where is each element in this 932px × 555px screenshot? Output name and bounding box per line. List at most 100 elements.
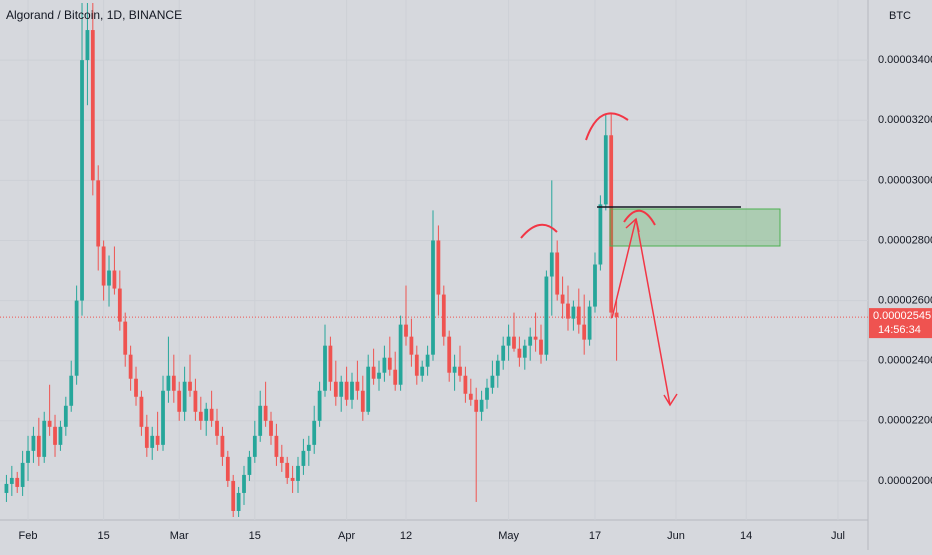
candle-body bbox=[171, 375, 176, 391]
candle-body bbox=[317, 390, 322, 421]
candle-body bbox=[528, 336, 533, 346]
candle-body bbox=[571, 306, 576, 319]
candle-body bbox=[123, 321, 128, 355]
candle-body bbox=[593, 264, 597, 307]
candle-body bbox=[209, 408, 214, 421]
candle-body bbox=[452, 366, 457, 373]
candle-body bbox=[9, 477, 14, 484]
candle-body bbox=[252, 435, 257, 457]
x-tick-label: Mar bbox=[170, 530, 189, 542]
x-tick-label: 15 bbox=[249, 530, 261, 542]
candle-body bbox=[549, 252, 554, 277]
candle-body bbox=[225, 456, 230, 481]
candle-body bbox=[26, 450, 30, 463]
x-tick-label: 12 bbox=[400, 530, 412, 542]
candle-body bbox=[134, 378, 138, 397]
candle-body bbox=[274, 435, 279, 457]
candle-body bbox=[436, 240, 441, 295]
candle-body bbox=[155, 435, 160, 445]
candle-body bbox=[90, 30, 95, 181]
candle-body bbox=[36, 435, 41, 457]
candle-body bbox=[161, 390, 165, 445]
candle-body bbox=[587, 306, 592, 340]
candle-body bbox=[269, 420, 273, 436]
candle-body bbox=[47, 420, 52, 427]
candle-body bbox=[614, 312, 619, 318]
candle-body bbox=[258, 405, 263, 436]
candle-body bbox=[139, 396, 144, 427]
candle-body bbox=[236, 492, 241, 511]
candle-body bbox=[393, 369, 398, 385]
candle-body bbox=[560, 294, 565, 304]
candle-body bbox=[431, 240, 435, 355]
candle-body bbox=[501, 345, 506, 361]
grid bbox=[0, 316, 868, 318]
candle-body bbox=[188, 381, 192, 391]
candle-body bbox=[377, 372, 381, 379]
x-tick-label: 14 bbox=[740, 530, 752, 542]
candle-body bbox=[63, 405, 68, 427]
candle-body bbox=[290, 477, 295, 481]
x-tick-label: Jul bbox=[831, 530, 845, 542]
arc bbox=[520, 223, 558, 239]
candle-body bbox=[360, 390, 365, 412]
candle-body bbox=[339, 381, 344, 397]
candle-body bbox=[74, 300, 79, 376]
currency-label: BTC bbox=[889, 10, 911, 22]
arc bbox=[623, 209, 656, 226]
y-tick-label: 0.00002400 bbox=[878, 355, 932, 367]
candle-body bbox=[490, 375, 495, 388]
candle-body bbox=[468, 393, 473, 400]
candle-body bbox=[458, 366, 462, 376]
candle-body bbox=[296, 465, 300, 481]
candle-body bbox=[355, 381, 360, 391]
candle-body bbox=[85, 30, 90, 61]
candle-body bbox=[279, 456, 284, 463]
chart-title: Algorand / Bitcoin, 1D, BINANCE bbox=[6, 8, 182, 22]
candle-body bbox=[107, 270, 111, 286]
candle-body bbox=[382, 357, 387, 373]
candle-body bbox=[96, 180, 101, 247]
arrow-head bbox=[625, 217, 640, 233]
candle-body bbox=[544, 276, 549, 355]
candle-body bbox=[366, 366, 371, 412]
candle-body bbox=[193, 390, 198, 412]
x-tick-label: Apr bbox=[338, 530, 355, 542]
candle-body bbox=[242, 474, 246, 493]
candle-body bbox=[447, 336, 452, 373]
y-tick-label: 0.00002200 bbox=[878, 415, 932, 427]
x-tick-label: 15 bbox=[97, 530, 109, 542]
candle-body bbox=[598, 204, 603, 265]
candle-body bbox=[344, 381, 349, 400]
y-tick-label: 0.00002600 bbox=[878, 294, 932, 306]
candle-body bbox=[312, 420, 317, 445]
candle-body bbox=[128, 354, 133, 379]
candle-body bbox=[220, 435, 225, 457]
candle-body bbox=[150, 435, 155, 448]
y-tick-label: 0.00003000 bbox=[878, 174, 932, 186]
candle-body bbox=[404, 324, 408, 337]
candle-body bbox=[247, 456, 252, 475]
candle-body bbox=[198, 411, 203, 421]
last-price-label: 0.00002545 bbox=[873, 310, 931, 322]
candle-body bbox=[231, 480, 236, 511]
y-tick-label: 0.00002800 bbox=[878, 234, 932, 246]
candle-body bbox=[204, 408, 209, 421]
candle-body bbox=[323, 345, 327, 391]
candle-body bbox=[263, 405, 268, 421]
candle-body bbox=[409, 336, 414, 355]
candle-body bbox=[420, 366, 425, 376]
candle-body bbox=[31, 435, 36, 451]
candle-body bbox=[80, 60, 84, 301]
candle-body bbox=[474, 399, 479, 412]
x-tick-label: May bbox=[498, 530, 519, 542]
candle-body bbox=[301, 450, 306, 466]
candles bbox=[4, 3, 619, 517]
candle-body bbox=[485, 387, 489, 400]
y-tick-label: 0.00003200 bbox=[878, 114, 932, 126]
candle-body bbox=[42, 420, 47, 457]
candle-body bbox=[495, 360, 500, 376]
candle-body bbox=[463, 375, 468, 394]
candle-body bbox=[576, 306, 581, 325]
